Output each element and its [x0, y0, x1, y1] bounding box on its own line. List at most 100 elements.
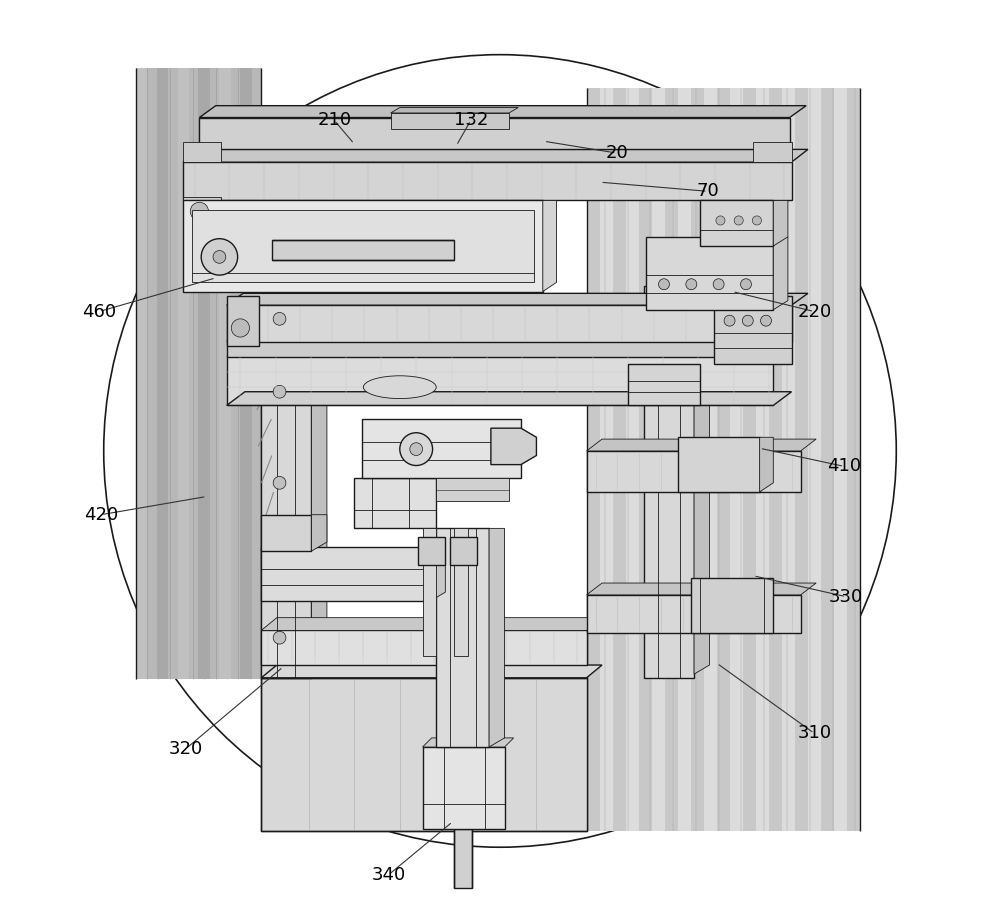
Polygon shape: [178, 68, 189, 679]
Bar: [753, 142, 792, 162]
Polygon shape: [489, 528, 505, 747]
Polygon shape: [423, 738, 514, 747]
Bar: [628, 364, 700, 405]
Bar: [587, 595, 801, 633]
Polygon shape: [157, 68, 168, 679]
Bar: [769, 88, 782, 831]
Bar: [652, 88, 665, 831]
Polygon shape: [261, 618, 602, 630]
Polygon shape: [391, 107, 518, 113]
Bar: [678, 437, 760, 492]
Bar: [717, 88, 730, 831]
Circle shape: [659, 279, 669, 290]
Circle shape: [400, 433, 433, 466]
Bar: [847, 88, 860, 831]
Circle shape: [190, 202, 208, 220]
Circle shape: [741, 279, 751, 290]
Circle shape: [716, 216, 725, 225]
Polygon shape: [430, 547, 445, 601]
Text: 340: 340: [372, 865, 406, 884]
Bar: [704, 88, 717, 831]
Circle shape: [713, 279, 724, 290]
Bar: [678, 88, 691, 831]
Bar: [730, 88, 743, 831]
Bar: [436, 478, 509, 501]
Polygon shape: [694, 286, 710, 674]
Circle shape: [734, 216, 743, 225]
Text: 132: 132: [454, 111, 488, 129]
Bar: [261, 547, 430, 601]
Bar: [450, 537, 477, 565]
Bar: [756, 88, 769, 831]
Bar: [227, 355, 773, 405]
Polygon shape: [587, 439, 816, 451]
Circle shape: [686, 279, 697, 290]
Bar: [600, 88, 613, 831]
Bar: [199, 118, 790, 149]
Polygon shape: [587, 583, 816, 595]
Bar: [362, 419, 521, 478]
Bar: [646, 237, 773, 310]
Polygon shape: [227, 392, 792, 405]
Circle shape: [761, 315, 771, 326]
Polygon shape: [240, 68, 252, 679]
Polygon shape: [199, 106, 806, 118]
Polygon shape: [219, 68, 231, 679]
Circle shape: [273, 631, 286, 644]
Bar: [626, 88, 639, 831]
Circle shape: [231, 319, 249, 337]
Polygon shape: [543, 200, 556, 292]
Text: 310: 310: [797, 724, 831, 742]
Bar: [454, 829, 472, 888]
Bar: [454, 528, 468, 656]
Circle shape: [201, 239, 238, 275]
Bar: [423, 528, 436, 656]
Bar: [272, 240, 454, 260]
Bar: [587, 451, 801, 492]
Bar: [227, 339, 773, 357]
Bar: [613, 88, 626, 831]
Circle shape: [213, 251, 226, 263]
Polygon shape: [760, 437, 773, 492]
Circle shape: [752, 216, 761, 225]
Circle shape: [104, 55, 896, 847]
Polygon shape: [773, 200, 788, 246]
Circle shape: [410, 443, 423, 456]
Text: 20: 20: [605, 144, 628, 162]
Bar: [227, 305, 792, 342]
Bar: [821, 88, 834, 831]
Bar: [136, 68, 261, 679]
Bar: [391, 113, 509, 129]
Circle shape: [742, 315, 753, 326]
Bar: [834, 88, 847, 831]
Polygon shape: [198, 68, 210, 679]
Circle shape: [724, 315, 735, 326]
Polygon shape: [491, 428, 536, 465]
Bar: [418, 537, 445, 565]
Circle shape: [273, 476, 286, 489]
Bar: [183, 197, 221, 222]
Bar: [261, 678, 587, 831]
Bar: [354, 478, 436, 528]
Bar: [691, 88, 704, 831]
Text: 320: 320: [169, 740, 203, 758]
Bar: [183, 200, 543, 292]
Bar: [743, 88, 756, 831]
Ellipse shape: [363, 375, 436, 399]
Polygon shape: [183, 149, 808, 162]
Bar: [644, 286, 694, 678]
Polygon shape: [136, 68, 147, 679]
Text: 460: 460: [82, 302, 116, 321]
Circle shape: [273, 312, 286, 325]
Bar: [261, 286, 311, 678]
Bar: [261, 515, 311, 551]
Polygon shape: [773, 237, 788, 310]
Bar: [192, 210, 534, 282]
Bar: [808, 88, 821, 831]
Bar: [423, 747, 505, 829]
Polygon shape: [227, 293, 808, 305]
Bar: [665, 88, 678, 831]
Bar: [691, 578, 773, 633]
Text: 70: 70: [696, 182, 719, 200]
Text: 220: 220: [797, 302, 831, 321]
